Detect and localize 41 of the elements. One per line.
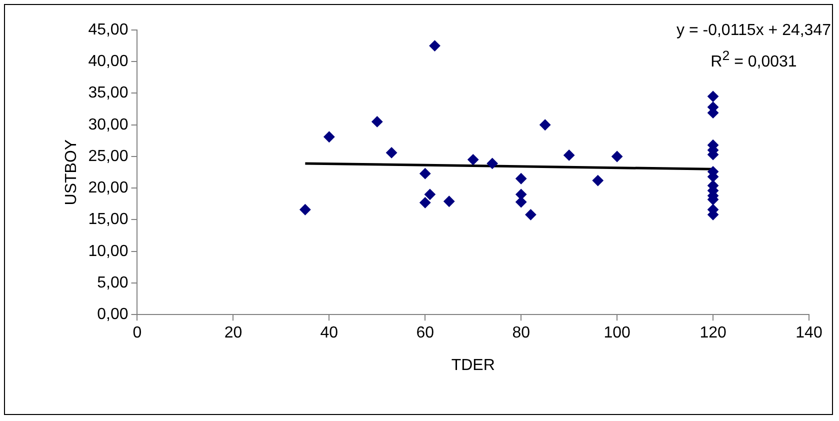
point (708, 90, 719, 102)
point (386, 147, 398, 158)
point (486, 158, 498, 169)
y-tick-label: 45,00 (88, 21, 128, 38)
point (564, 150, 575, 161)
x-tick-label: 60 (416, 324, 434, 342)
x-tick-label: 20 (224, 324, 242, 342)
point (420, 197, 431, 208)
point (516, 196, 527, 208)
point (324, 131, 335, 142)
point (424, 188, 436, 200)
point (300, 204, 311, 216)
y-tick-label: 40,00 (88, 53, 128, 70)
x-axis-title: TDER (451, 356, 495, 374)
x-tick-label: 120 (700, 324, 726, 342)
annotation: y = -0,0115x + 24,347 (676, 21, 831, 41)
point (444, 196, 455, 207)
y-tick-label: 15,00 (88, 211, 128, 228)
x-tick-label: 40 (320, 324, 338, 342)
y-tick-label: 30,00 (88, 116, 128, 134)
x-tick-label: 100 (604, 324, 631, 342)
point (429, 40, 440, 52)
y-tick-label: 35,00 (88, 84, 128, 102)
point (612, 150, 623, 162)
y-tick-label: 5,00 (97, 274, 128, 292)
y-tick-label: 10,00 (88, 242, 128, 260)
x-tick-label: 140 (796, 324, 822, 342)
y-axis-title: USTBOY (63, 139, 80, 206)
point (468, 154, 479, 166)
point (592, 175, 604, 186)
point (420, 168, 431, 180)
y-tick-label: 25,00 (88, 148, 128, 165)
point (525, 209, 536, 220)
x-tick-label: 80 (512, 324, 530, 342)
y-tick-label: 0,00 (97, 306, 128, 324)
y-tick-label: 20,00 (88, 180, 128, 197)
point (516, 173, 527, 184)
x-tick-label: 0 (132, 324, 142, 342)
point (372, 116, 383, 128)
annotation: R$^{2}$ = 0,0031 (710, 47, 798, 72)
point (540, 119, 551, 130)
